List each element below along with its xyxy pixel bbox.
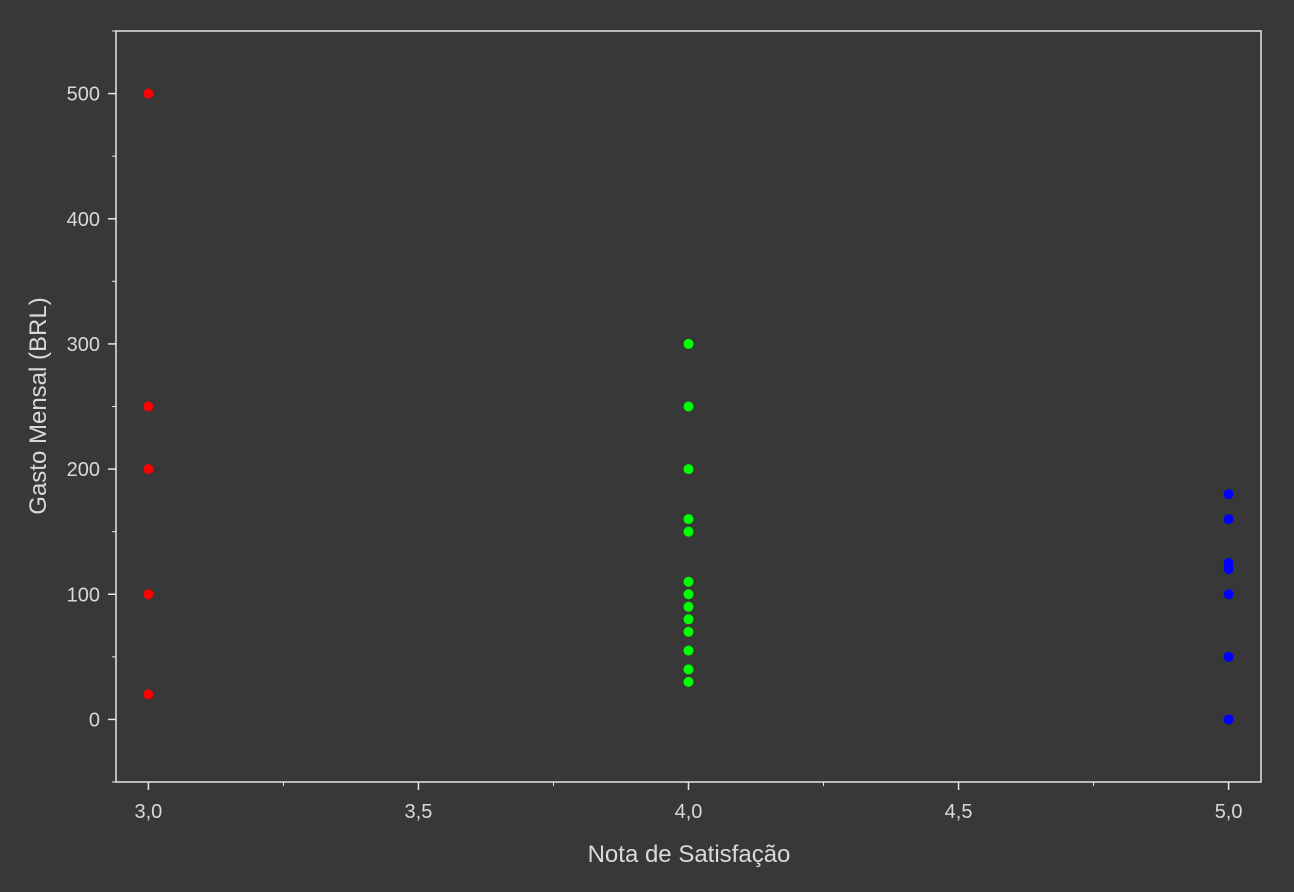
- y-axis-title: Gasto Mensal (BRL): [25, 297, 52, 514]
- data-point-series-2: [683, 338, 694, 349]
- data-point-series-3: [1223, 714, 1234, 725]
- data-point-series-2: [683, 614, 694, 625]
- y-tick-label: 200: [67, 459, 100, 481]
- data-point-series-1: [143, 88, 154, 99]
- data-point-series-3: [1223, 489, 1234, 500]
- ticks: 0 100 200 300 400 500 3,0 3,5 4,0 4,5 5,0: [67, 30, 1243, 823]
- data-points: [143, 88, 1234, 725]
- data-point-series-3: [1223, 589, 1234, 600]
- data-point-series-2: [683, 401, 694, 412]
- data-point-series-3: [1223, 564, 1234, 575]
- data-point-series-2: [683, 526, 694, 537]
- data-point-series-1: [143, 589, 154, 600]
- data-point-series-1: [143, 464, 154, 475]
- data-point-series-2: [683, 464, 694, 475]
- y-tick-label: 500: [67, 84, 100, 106]
- data-point-series-2: [683, 626, 694, 637]
- data-point-series-1: [143, 689, 154, 700]
- x-tick-label: 3,0: [134, 801, 162, 823]
- x-tick-label: 3,5: [405, 801, 433, 823]
- x-tick-label: 4,5: [945, 801, 973, 823]
- data-point-series-2: [683, 514, 694, 525]
- data-point-series-2: [683, 645, 694, 656]
- data-point-series-3: [1223, 514, 1234, 525]
- data-point-series-3: [1223, 651, 1234, 662]
- y-tick-label: 300: [67, 334, 100, 356]
- x-axis-title: Nota de Satisfação: [588, 841, 791, 868]
- y-tick-label: 400: [67, 209, 100, 231]
- data-point-series-2: [683, 664, 694, 675]
- data-point-series-2: [683, 676, 694, 687]
- data-point-series-2: [683, 589, 694, 600]
- data-point-series-2: [683, 601, 694, 612]
- x-tick-label: 4,0: [675, 801, 703, 823]
- x-tick-label: 5,0: [1215, 801, 1243, 823]
- y-tick-label: 0: [89, 709, 100, 731]
- y-tick-label: 100: [67, 584, 100, 606]
- data-point-series-1: [143, 401, 154, 412]
- data-point-series-2: [683, 576, 694, 587]
